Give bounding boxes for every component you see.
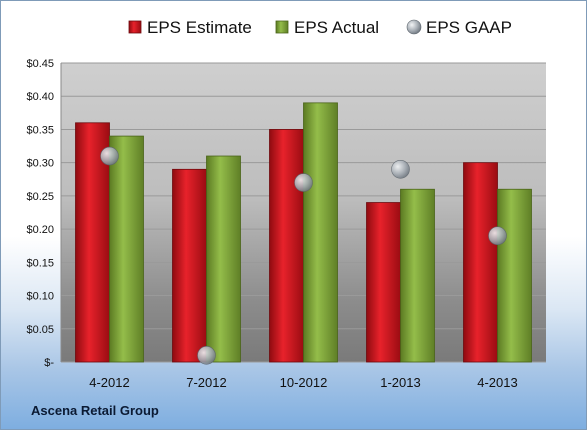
y-tick-label: $0.25 [26, 191, 54, 203]
bar-eps-actual [497, 188, 532, 363]
legend-swatch-eps-actual [275, 20, 289, 34]
x-category-label: 10-2012 [280, 375, 328, 390]
company-name: Ascena Retail Group [31, 403, 159, 418]
x-category-label: 4-2012 [89, 375, 129, 390]
bar-eps-estimate [269, 129, 304, 363]
y-tick-label: $0.15 [26, 257, 54, 269]
y-tick-label: $0.40 [26, 91, 54, 103]
bar-eps-actual [109, 135, 144, 363]
point-eps-gaap [294, 173, 313, 192]
point-eps-gaap [488, 226, 507, 246]
y-tick-label: $0.45 [26, 58, 54, 70]
bar-eps-estimate [366, 202, 401, 363]
y-tick-label: $0.20 [26, 224, 54, 236]
y-tick-label: $- [44, 357, 54, 369]
x-category-label: 4-2013 [477, 375, 517, 390]
x-axis-categories: 4-2012 7-2012 10-2012 1-2013 4-2013 [89, 375, 517, 390]
y-tick-label: $0.30 [26, 158, 54, 170]
legend-label-eps-actual: EPS Actual [294, 18, 379, 37]
x-category-label: 1-2013 [380, 375, 420, 390]
bar-eps-actual [303, 102, 338, 363]
x-category-label: 7-2012 [186, 375, 226, 390]
legend-swatch-eps-gaap [406, 19, 422, 35]
bars [75, 102, 532, 363]
bar-eps-estimate [172, 168, 207, 363]
point-eps-gaap [391, 160, 410, 179]
bar-eps-actual [400, 188, 435, 363]
point-eps-gaap [197, 346, 216, 365]
legend-label-eps-estimate: EPS Estimate [147, 18, 252, 37]
y-tick-label: $0.05 [26, 324, 54, 336]
y-axis-ticks: $- $0.05 $0.10 $0.15 $0.20 $0.25 $0.30 $0.35 $0.… [26, 58, 54, 369]
bar-eps-actual [206, 155, 241, 363]
y-tick-label: $0.35 [26, 124, 54, 136]
point-eps-gaap [100, 146, 119, 166]
legend-swatch-eps-estimate [128, 20, 142, 34]
gaap-points [100, 146, 507, 365]
legend-label-eps-gaap: EPS GAAP [426, 18, 512, 37]
y-tick-label: $0.10 [26, 291, 54, 303]
legend: EPS Estimate EPS Actual EPS GAAP [128, 18, 512, 37]
bar-eps-estimate [463, 162, 498, 363]
